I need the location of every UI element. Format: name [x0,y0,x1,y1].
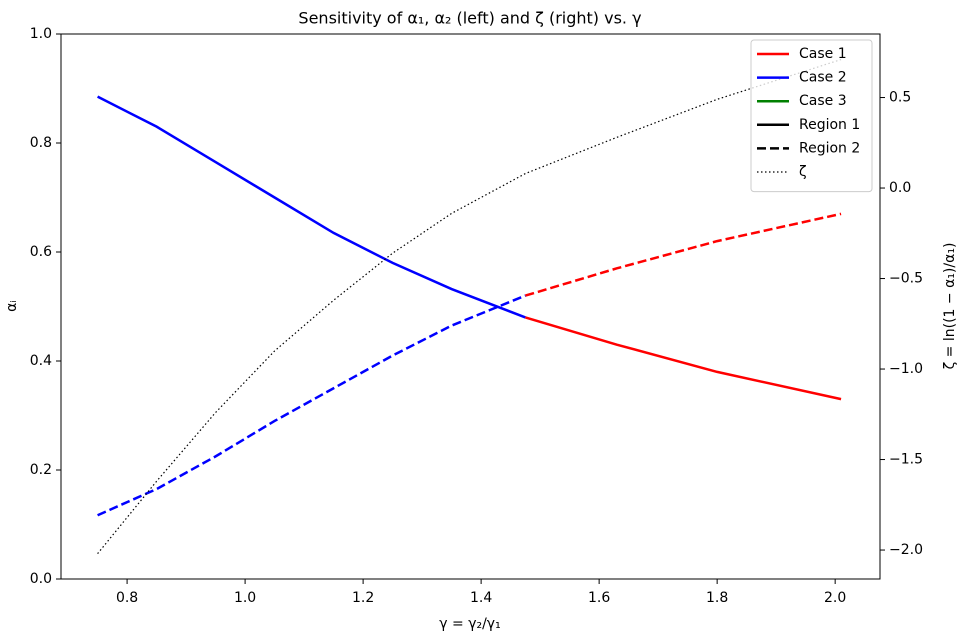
y2-tick-label: −1.5 [889,452,923,468]
plot-frame [60,33,881,580]
legend-label: Case 1 [799,46,847,62]
y-tick-label: 0.0 [30,571,52,587]
y2-axis-label: ζ = ln((1 − α₁)/α₁) [942,243,958,370]
chart-title: Sensitivity of α₁, α₂ (left) and ζ (righ… [298,9,641,28]
x-tick-label: 1.0 [234,590,256,606]
legend-label: ζ [799,164,807,180]
series-line [97,95,526,319]
x-tick-label: 1.8 [706,590,728,606]
y-tick-label: 0.2 [30,462,52,478]
legend-label: Case 2 [799,70,847,86]
y2-tick-label: 0.5 [889,90,911,106]
series-line [97,294,526,517]
y-tick-label: 0.4 [30,353,52,369]
y-axis-label: αᵢ [4,300,20,312]
x-tick-label: 1.4 [470,590,492,606]
y-tick-label: 0.8 [30,135,52,151]
legend: Case 1 Case 2 Case 3 Region 1 Region 2 ζ [750,39,873,193]
legend-box [750,39,873,193]
y2-tick-label: −0.5 [889,271,923,287]
x-tick-label: 0.8 [116,590,138,606]
legend-label: Region 2 [799,140,860,156]
x-axis-label: γ = γ₂/γ₁ [439,616,500,632]
series-line [97,58,842,555]
series-line [525,316,842,401]
x-tick-label: 2.0 [824,590,846,606]
y2-tick-label: −2.0 [889,542,923,558]
legend-label: Case 3 [799,93,847,109]
x-tick-label: 1.6 [588,590,610,606]
y2-tick-label: 0.0 [889,180,911,196]
x-tick-label: 1.2 [352,590,374,606]
series-line [525,212,842,297]
y2-tick-label: −1.0 [889,361,923,377]
y-tick-label: 1.0 [30,26,52,42]
y-tick-label: 0.6 [30,244,52,260]
legend-label: Region 1 [799,117,860,133]
